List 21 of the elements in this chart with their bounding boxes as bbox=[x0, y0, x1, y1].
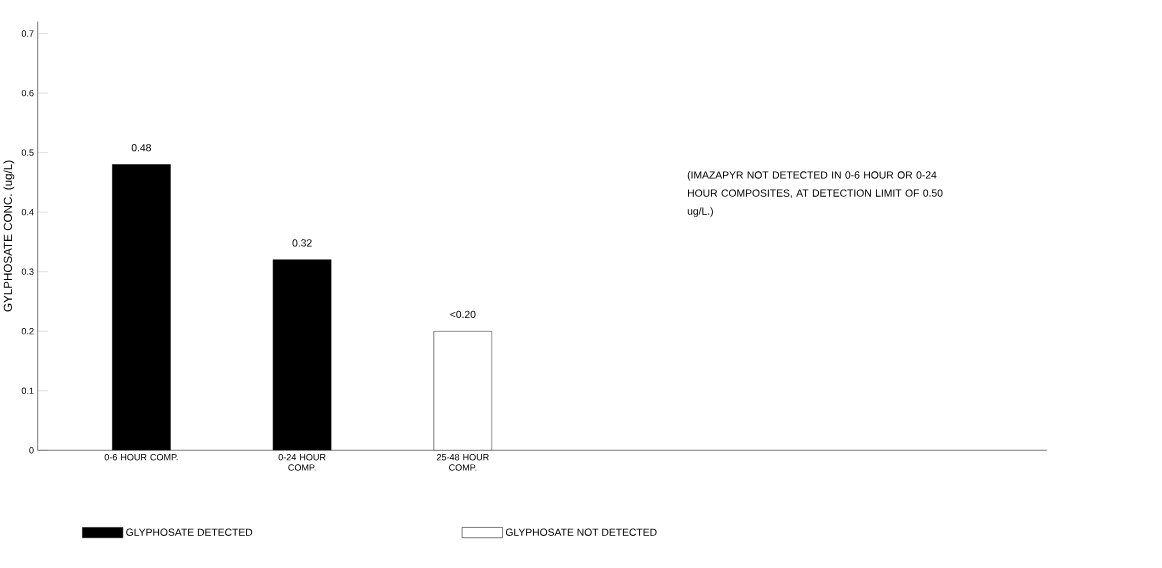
x-tick-label: 0-6 HOUR COMP. bbox=[104, 453, 178, 461]
y-tick-label: 0.6 bbox=[21, 89, 34, 97]
legend-label: GLYPHOSATE NOT DETECTED bbox=[505, 528, 657, 536]
bar bbox=[433, 330, 493, 451]
y-tick-label: 0 bbox=[29, 446, 34, 454]
data-label: 0.48 bbox=[131, 143, 151, 152]
y-tick-label: 0.1 bbox=[21, 387, 34, 394]
y-axis-title: GYLPHOSATE CONC. (ug/L) bbox=[3, 160, 15, 312]
y-tick-label: 0.2 bbox=[21, 327, 34, 335]
y-tick-label: 0.3 bbox=[21, 268, 34, 275]
x-tick-label: 25-48 HOUR COMP. bbox=[436, 453, 489, 471]
y-tick-label: 0.7 bbox=[21, 30, 34, 37]
bar bbox=[272, 259, 332, 451]
y-tick-label: 0.4 bbox=[21, 208, 34, 216]
legend-label: GLYPHOSATE DETECTED bbox=[126, 528, 253, 536]
x-tick-label: 0-24 HOUR COMP. bbox=[278, 453, 326, 471]
text: (IMAZAPYR NOT DETECTED IN 0-6 HOUR OR 0-24 HOUR COMPOSITES, AT DETECTION LIMIT OF 0.50 ug/L.) bbox=[687, 170, 943, 217]
bar bbox=[112, 164, 171, 451]
data-label: <0.20 bbox=[450, 310, 476, 318]
y-tick-label: 0.5 bbox=[21, 149, 34, 156]
data-label: 0.32 bbox=[292, 239, 312, 247]
